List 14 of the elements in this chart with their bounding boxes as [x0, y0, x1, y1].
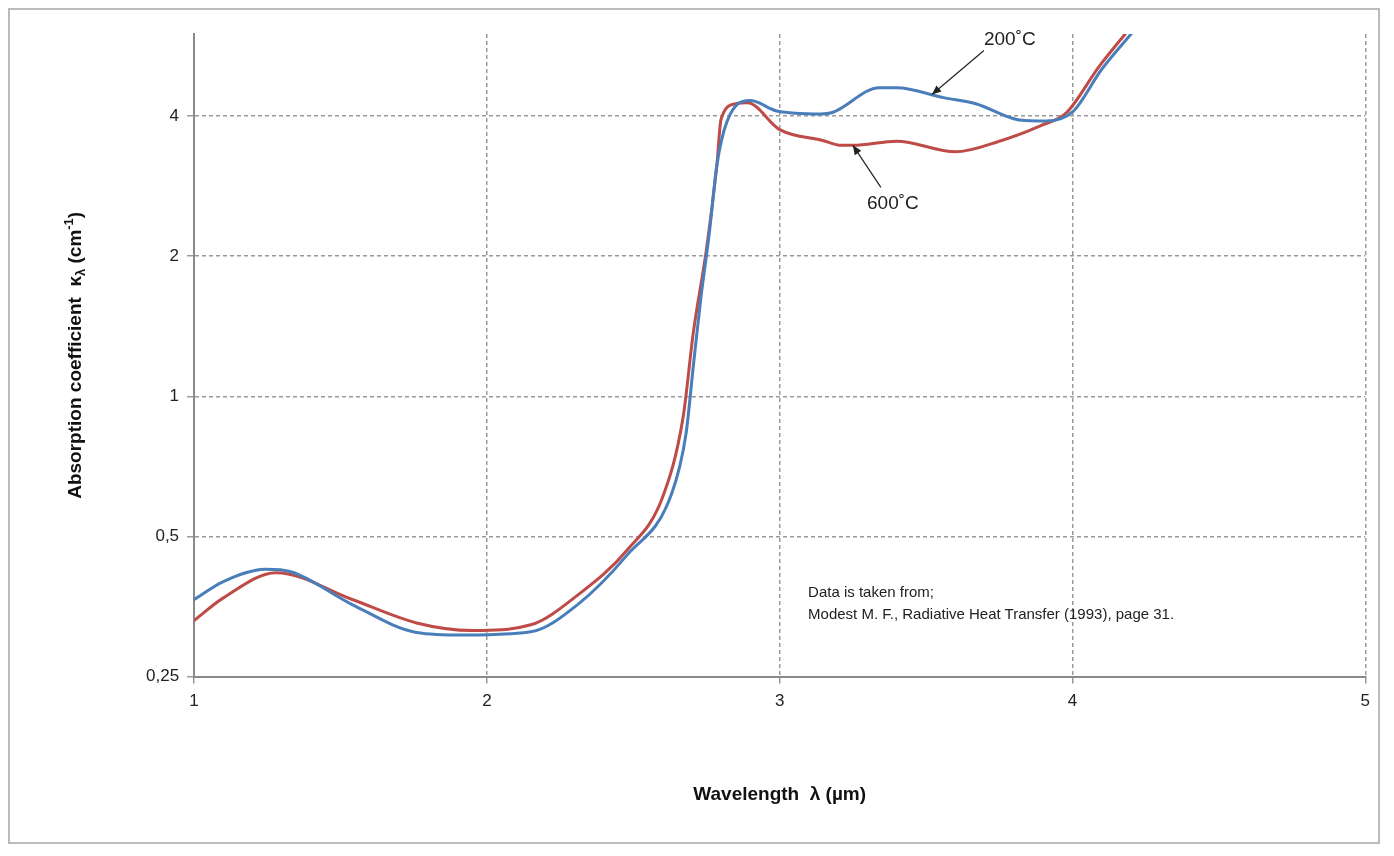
x-tick-label: 4: [1067, 691, 1078, 711]
x-tick-label: 1: [189, 691, 199, 711]
y-tick-label: 2: [169, 245, 180, 265]
x-tick-label: 3: [774, 691, 785, 711]
y-tick-label: 0,25: [145, 666, 180, 686]
annotation: 600˚C: [867, 191, 919, 213]
y-tick-label: 4: [169, 105, 180, 125]
y-tick-label: 1: [169, 385, 180, 405]
y-tick-label: 0,5: [155, 526, 180, 546]
x-tick-label: 2: [482, 691, 492, 711]
annotation: Data is taken from; Modest M. F., Radiative Heat Transfer (1993), page 31.: [808, 582, 1175, 622]
x-axis-title: Wavelength λ (µm): [693, 782, 867, 804]
annotation: 200˚C: [983, 27, 1036, 49]
x-tick-label: 5: [1360, 691, 1371, 711]
